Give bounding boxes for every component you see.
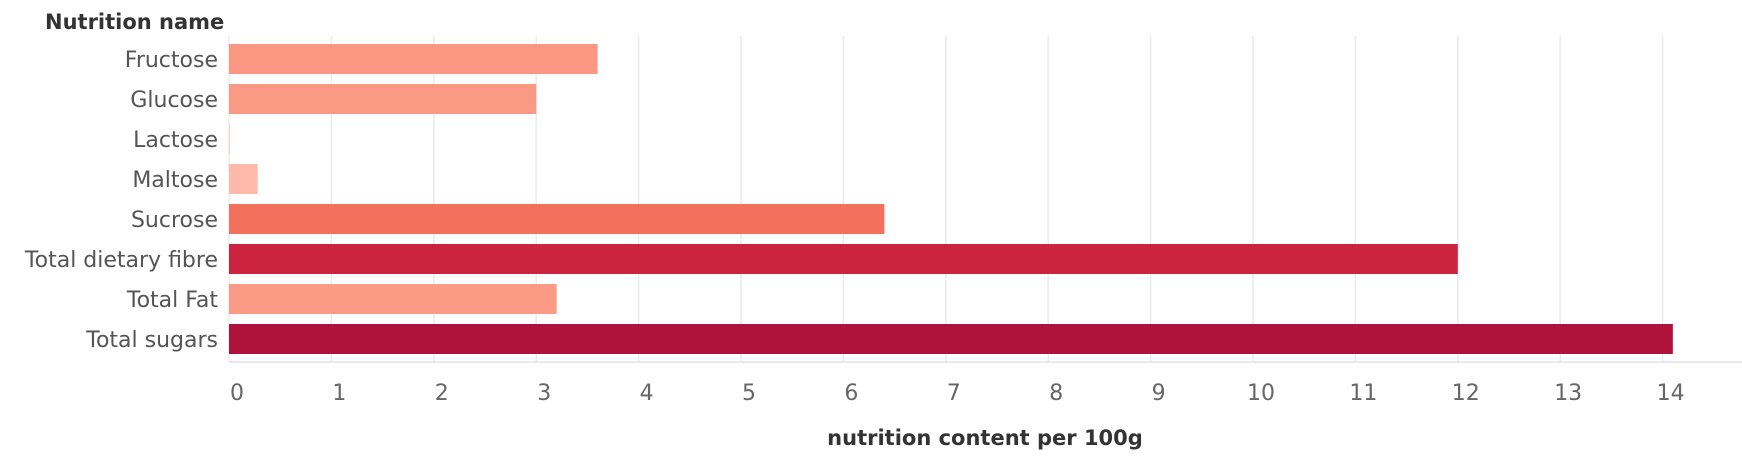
bar-total-dietary-fibre[interactable]	[229, 244, 1458, 274]
x-tick-label: 9	[1152, 381, 1166, 406]
bar-fructose[interactable]	[229, 44, 598, 74]
x-tick-label: 7	[947, 381, 961, 406]
bar-lactose[interactable]	[229, 124, 231, 154]
bar-sucrose[interactable]	[229, 204, 885, 234]
x-tick-label: 14	[1657, 381, 1685, 406]
category-label: Total dietary fibre	[24, 248, 218, 273]
x-tick-label: 12	[1452, 381, 1480, 406]
bar-maltose[interactable]	[229, 164, 258, 194]
category-label: Maltose	[132, 168, 218, 193]
x-tick-label: 2	[435, 381, 449, 406]
x-tick-label: 13	[1554, 381, 1582, 406]
x-tick-label: 4	[640, 381, 654, 406]
bar-total-sugars[interactable]	[229, 324, 1673, 354]
x-axis-title: nutrition content per 100g	[827, 426, 1143, 450]
category-labels: Fructose Glucose Lactose Maltose Sucrose Tota…	[24, 48, 218, 353]
x-tick-label: 8	[1049, 381, 1063, 406]
x-axis-ticks: 0 1 2 3 4 5 6 7 8 9 10 11 12 13 14	[230, 381, 1685, 406]
category-label: Glucose	[130, 88, 218, 113]
category-label: Fructose	[125, 48, 218, 73]
x-tick-label: 10	[1247, 381, 1275, 406]
x-tick-label: 0	[230, 381, 244, 406]
x-tick-label: 11	[1349, 381, 1377, 406]
row-header: Nutrition name	[45, 10, 224, 34]
bars	[229, 44, 1673, 354]
bar-total-fat[interactable]	[229, 284, 557, 314]
category-label: Total sugars	[85, 328, 218, 353]
category-label: Total Fat	[126, 288, 218, 313]
x-tick-label: 3	[537, 381, 551, 406]
x-tick-label: 6	[844, 381, 858, 406]
category-label: Lactose	[133, 128, 218, 153]
bar-glucose[interactable]	[229, 84, 537, 114]
x-tick-label: 5	[742, 381, 756, 406]
x-tick-label: 1	[332, 381, 346, 406]
gridlines	[228, 36, 1664, 362]
category-label: Sucrose	[131, 208, 218, 233]
